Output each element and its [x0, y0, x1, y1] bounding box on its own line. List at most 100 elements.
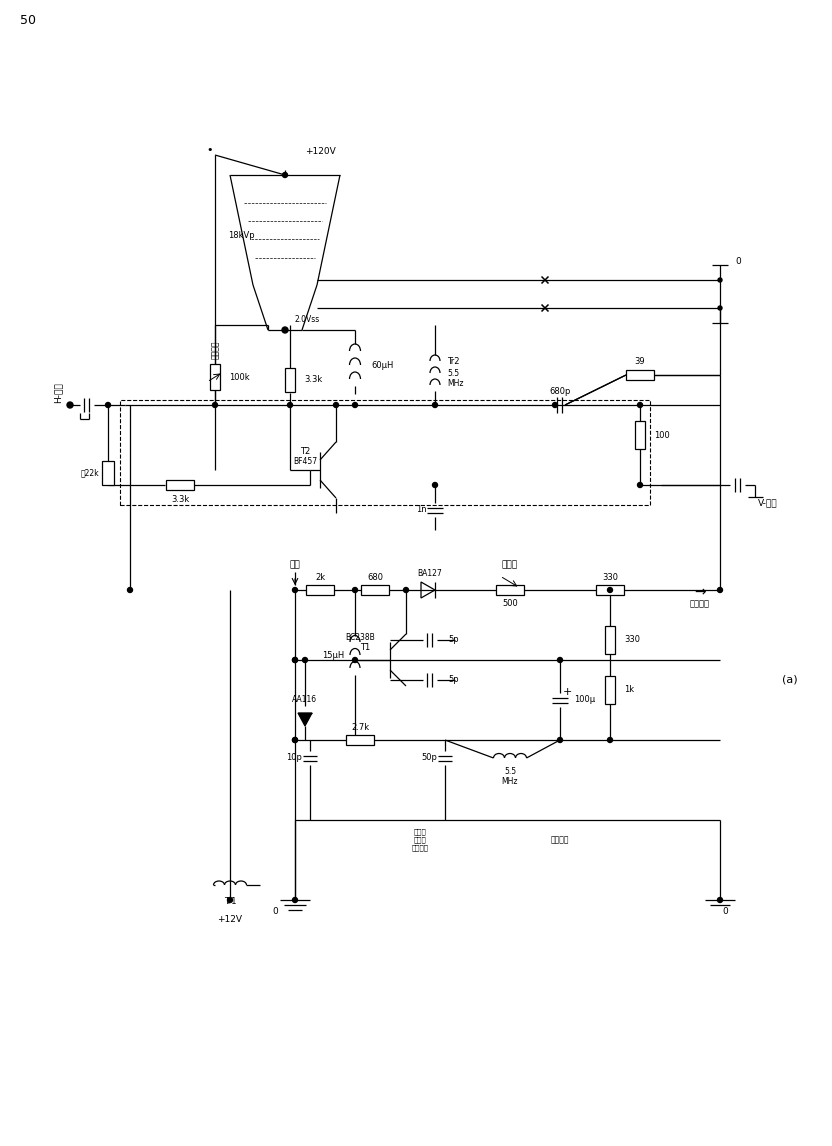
Text: MHz: MHz — [447, 378, 463, 387]
Circle shape — [607, 738, 612, 743]
Text: BF457: BF457 — [293, 457, 317, 466]
Text: T2: T2 — [300, 447, 310, 456]
Text: 60μH: 60μH — [371, 361, 394, 369]
Text: 2.7k: 2.7k — [351, 722, 369, 731]
Text: +120V: +120V — [305, 148, 336, 157]
Text: 50: 50 — [20, 14, 36, 28]
Circle shape — [293, 738, 298, 743]
Text: 0: 0 — [272, 908, 278, 917]
Bar — [285, 368, 295, 392]
Text: BA127: BA127 — [418, 570, 443, 579]
Circle shape — [637, 402, 642, 408]
Bar — [306, 584, 334, 595]
Bar — [210, 364, 220, 390]
Text: 2.0Vss: 2.0Vss — [295, 315, 320, 324]
Bar — [605, 626, 615, 654]
Circle shape — [637, 482, 642, 487]
Text: V-消隐: V-消隐 — [758, 499, 778, 508]
Text: BC238B: BC238B — [345, 634, 375, 643]
Text: Tr1: Tr1 — [224, 896, 236, 905]
Text: 末级放大: 末级放大 — [412, 845, 428, 851]
Text: 0: 0 — [735, 258, 740, 267]
Text: 500: 500 — [503, 598, 518, 607]
Circle shape — [67, 402, 73, 408]
Circle shape — [718, 306, 722, 311]
Text: 100k: 100k — [229, 372, 250, 382]
Circle shape — [404, 588, 409, 592]
Text: •: • — [206, 146, 213, 155]
Circle shape — [303, 658, 308, 662]
Text: 100μ: 100μ — [574, 696, 595, 705]
Text: MHz: MHz — [502, 777, 518, 785]
Bar — [102, 461, 114, 485]
Text: 680: 680 — [367, 573, 383, 581]
Text: +: + — [563, 686, 572, 697]
Text: 声音中频: 声音中频 — [551, 835, 569, 845]
Text: 39: 39 — [635, 358, 646, 367]
Text: 5p: 5p — [448, 636, 458, 644]
Text: 1n: 1n — [416, 505, 426, 515]
Circle shape — [282, 327, 288, 333]
Circle shape — [607, 588, 612, 592]
Bar — [596, 584, 624, 595]
Text: 3.3k: 3.3k — [171, 495, 189, 503]
Bar — [166, 480, 194, 490]
Text: 3.3k: 3.3k — [304, 376, 322, 385]
Bar — [496, 584, 524, 595]
Text: +12V: +12V — [217, 916, 242, 925]
Circle shape — [353, 588, 358, 592]
Text: 15μH: 15μH — [322, 651, 344, 659]
Text: (a): (a) — [782, 675, 798, 685]
Circle shape — [227, 897, 232, 903]
Text: 视频－: 视频－ — [414, 829, 426, 835]
Circle shape — [127, 588, 132, 592]
Circle shape — [353, 658, 358, 662]
Text: 100: 100 — [654, 431, 670, 440]
Bar — [361, 584, 389, 595]
Text: 对比度: 对比度 — [502, 560, 518, 570]
Bar — [120, 400, 650, 505]
Text: 中频－: 中频－ — [414, 837, 426, 843]
Text: 680p: 680p — [549, 386, 571, 395]
Circle shape — [106, 402, 111, 408]
Circle shape — [283, 173, 288, 178]
Circle shape — [433, 402, 438, 408]
Circle shape — [293, 588, 298, 592]
Circle shape — [293, 897, 298, 903]
Text: 18kVp: 18kVp — [228, 230, 255, 240]
Bar — [346, 735, 374, 745]
Circle shape — [293, 658, 298, 662]
Circle shape — [334, 402, 339, 408]
Bar — [626, 370, 654, 380]
Text: 10p: 10p — [286, 754, 302, 762]
Circle shape — [718, 278, 722, 282]
Text: 5p: 5p — [448, 675, 458, 684]
Text: Tr2: Tr2 — [447, 356, 459, 366]
Text: T1: T1 — [360, 644, 370, 652]
Text: 0: 0 — [722, 908, 728, 917]
Circle shape — [288, 402, 293, 408]
Text: 约22k: 约22k — [81, 469, 99, 478]
Text: 5.5: 5.5 — [504, 768, 516, 777]
Circle shape — [717, 897, 722, 903]
Circle shape — [293, 658, 298, 662]
Text: H-消隐: H-消隐 — [53, 383, 62, 403]
Text: AA116: AA116 — [292, 696, 318, 705]
Polygon shape — [298, 713, 312, 727]
Text: 50p: 50p — [421, 754, 437, 762]
Circle shape — [433, 482, 438, 487]
Circle shape — [293, 738, 298, 743]
Circle shape — [212, 402, 217, 408]
Text: 最小亮度: 最小亮度 — [210, 340, 220, 359]
Text: 330: 330 — [624, 636, 640, 644]
Text: 5.5: 5.5 — [447, 369, 459, 377]
Bar — [635, 421, 645, 449]
Text: 2k: 2k — [315, 573, 325, 581]
Circle shape — [557, 658, 562, 662]
Text: 至膜伸级: 至膜伸级 — [690, 599, 710, 609]
Circle shape — [557, 738, 562, 743]
Text: →: → — [694, 584, 706, 599]
Text: 330: 330 — [602, 573, 618, 581]
Bar — [605, 676, 615, 704]
Circle shape — [552, 402, 557, 408]
